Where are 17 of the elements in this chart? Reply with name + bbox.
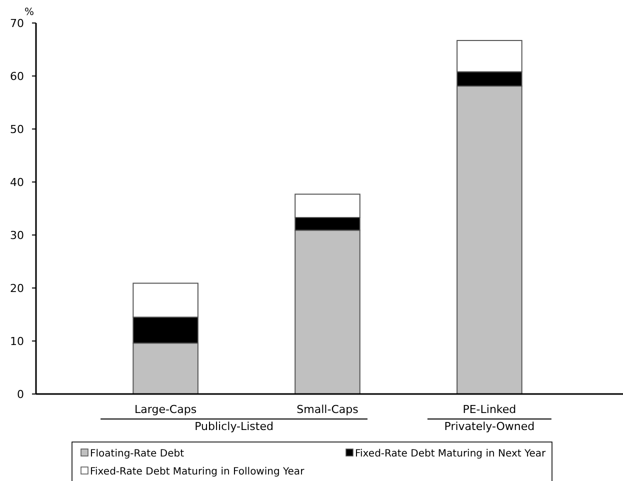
x-tick-label: Large-Caps: [134, 403, 197, 416]
x-tick-label: Small-Caps: [296, 403, 359, 416]
x-tick-label: PE-Linked: [462, 403, 516, 416]
y-tick-label: 0: [17, 388, 24, 401]
legend-label: Fixed-Rate Debt Maturing in Following Year: [90, 466, 306, 478]
legend-label: Floating-Rate Debt: [90, 448, 184, 460]
text: Privately-Owned: [444, 420, 535, 433]
y-tick-label: 70: [10, 16, 24, 30]
text: Publicly-Listed: [194, 420, 274, 433]
y-tick-label: 60: [10, 70, 24, 83]
y-axis-title: %: [24, 7, 34, 18]
y-tick-label: 10: [10, 334, 24, 348]
legend-label: Fixed-Rate Debt Maturing in Next Year: [355, 448, 547, 460]
y-tick-label: 50: [10, 122, 24, 136]
y-tick-label: 20: [10, 282, 24, 295]
y-tick-label: 40: [10, 176, 24, 189]
y-tick-label: 30: [10, 228, 24, 242]
